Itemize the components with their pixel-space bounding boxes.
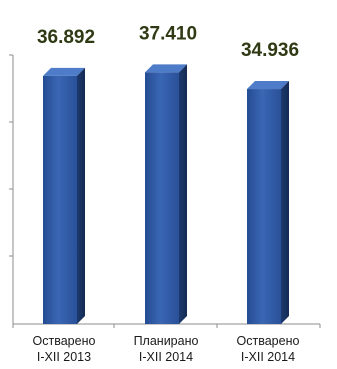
bar [247,81,289,325]
bar [145,64,187,324]
bar-side-face [179,64,187,324]
category-label: Остварено [237,334,300,348]
bar-front-face [43,75,77,324]
category-labels-group: Остварено I-XII 2013 Планирано I-XII 2014 Ос… [33,334,300,364]
value-label: 34.936 [241,40,299,61]
bars-group [43,64,289,325]
bar-front-face [145,72,179,324]
value-labels-group: 36.892 37.410 34.936 [37,23,299,61]
bar-top-face [145,64,187,73]
y-axis [9,54,14,324]
bar [43,67,85,324]
bar-top-face [43,67,85,76]
x-axis [12,323,321,328]
category-label: I-XII 2014 [139,350,193,364]
bar-side-face [77,67,85,324]
bar-front-face [247,89,281,325]
category-label: I-XII 2013 [37,350,91,364]
category-label: Планирано [134,334,199,348]
value-label: 36.892 [37,27,95,48]
category-label: Остварено [33,334,96,348]
bar-top-face [247,81,289,90]
bar-side-face [281,81,289,325]
value-label: 37.410 [139,23,197,44]
category-label: I-XII 2014 [241,350,295,364]
